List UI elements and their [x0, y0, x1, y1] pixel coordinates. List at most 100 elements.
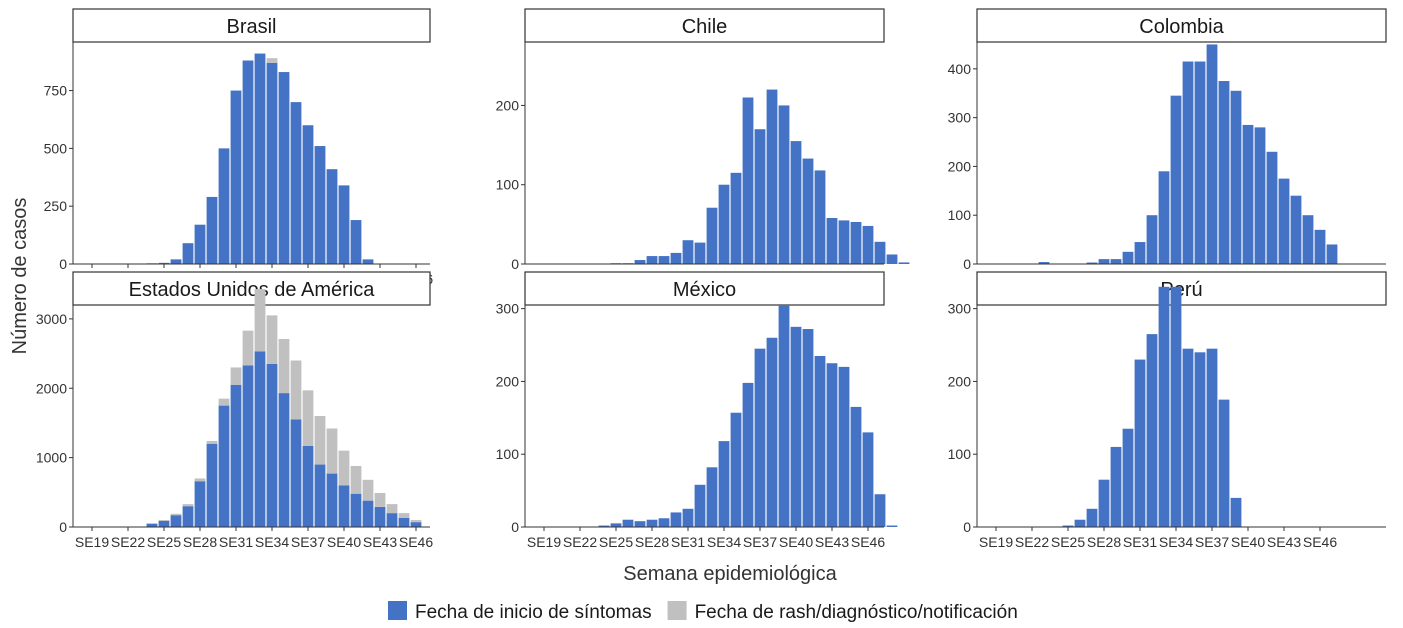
bar-sintomas — [338, 185, 350, 264]
y-tick-label: 300 — [948, 110, 972, 126]
x-tick-label: SE31 — [1123, 534, 1157, 550]
bar-sintomas — [1158, 286, 1170, 527]
bar-rash — [182, 504, 194, 507]
bar-rash — [398, 513, 410, 518]
y-tick-label: 2000 — [36, 380, 67, 396]
bar-sintomas — [278, 72, 290, 264]
x-tick-label: SE19 — [75, 534, 109, 550]
bar-sintomas — [1326, 244, 1338, 264]
y-tick-label: 100 — [496, 446, 520, 462]
bar-sintomas — [338, 485, 350, 527]
legend-item: Fecha de inicio de síntomas — [388, 601, 652, 623]
y-tick-label: 100 — [948, 446, 972, 462]
strip-header — [976, 271, 1387, 306]
bar-sintomas — [610, 523, 622, 527]
bar-sintomas — [1146, 215, 1158, 264]
bar-sintomas — [194, 481, 206, 527]
bar-sintomas — [1194, 352, 1206, 527]
bar-sintomas — [290, 102, 302, 264]
legend-swatch — [388, 601, 407, 620]
y-tick-label: 400 — [948, 61, 972, 77]
bar-sintomas — [838, 366, 850, 527]
x-tick-label: SE19 — [979, 534, 1013, 550]
bar-rash — [386, 504, 398, 514]
bar-rash — [350, 465, 362, 494]
bar-sintomas — [1278, 178, 1290, 264]
panel: Chile 0 100 200 — [496, 8, 910, 272]
bar-sintomas — [230, 384, 242, 527]
bar-sintomas — [766, 89, 778, 264]
bar-sintomas — [706, 467, 718, 527]
x-tick-label: SE22 — [1015, 534, 1049, 550]
bar-sintomas — [706, 207, 718, 264]
x-tick-label: SE37 — [743, 534, 777, 550]
bar-sintomas — [886, 254, 898, 264]
bar-sintomas — [622, 519, 634, 527]
bar-sintomas — [766, 337, 778, 527]
bar-sintomas — [862, 432, 874, 527]
panel: Estados Unidos de América 0 1000 2000 3000 SE… — [36, 271, 433, 550]
bar-sintomas — [1218, 81, 1230, 265]
y-tick-label: 200 — [948, 373, 972, 389]
bar-sintomas — [1134, 242, 1146, 264]
y-tick-label: 100 — [948, 207, 972, 223]
bar-sintomas — [182, 243, 194, 264]
bar-sintomas — [754, 129, 766, 264]
x-tick-label: SE40 — [779, 534, 813, 550]
bar-sintomas — [158, 262, 170, 264]
legend-label: Fecha de rash/diagnóstico/notificación — [695, 602, 1018, 623]
strip-header — [72, 8, 431, 43]
legend-item: Fecha de rash/diagnóstico/notificación — [667, 601, 1018, 623]
bar-sintomas — [1182, 348, 1194, 527]
bar-rash — [314, 416, 326, 465]
bar-sintomas — [778, 105, 790, 264]
y-tick-label: 750 — [44, 83, 68, 99]
bar-rash — [242, 330, 254, 366]
bar-sintomas — [790, 141, 802, 264]
bar-sintomas — [1074, 519, 1086, 527]
bar-sintomas — [1170, 95, 1182, 265]
strip-header — [524, 8, 885, 43]
bar-sintomas — [374, 506, 386, 527]
bar-sintomas — [1122, 428, 1134, 527]
bar-rash — [338, 450, 350, 486]
bar-sintomas — [1218, 399, 1230, 527]
bar-sintomas — [1158, 171, 1170, 264]
bar-sintomas — [1254, 127, 1266, 264]
bar-rash — [278, 338, 290, 394]
bar-sintomas — [802, 329, 814, 527]
y-tick-label: 0 — [963, 256, 971, 272]
bar-sintomas — [742, 97, 754, 264]
x-tick-label: SE28 — [635, 534, 669, 550]
panel-title: México — [673, 279, 736, 301]
y-tick-label: 500 — [44, 140, 68, 156]
bar-sintomas — [1146, 334, 1158, 527]
bar-sintomas — [886, 525, 898, 527]
bar-sintomas — [802, 158, 814, 264]
bar-sintomas — [170, 515, 182, 527]
bar-sintomas — [1086, 508, 1098, 527]
bar-sintomas — [386, 513, 398, 527]
x-tick-label: SE22 — [111, 534, 145, 550]
bar-rash — [206, 440, 218, 444]
bar-sintomas — [158, 520, 170, 527]
bar-sintomas — [350, 493, 362, 527]
bar-rash — [170, 513, 182, 516]
x-tick-label: SE34 — [255, 534, 289, 550]
legend-label: Fecha de inicio de síntomas — [415, 602, 652, 623]
bar-sintomas — [266, 363, 278, 527]
bar-sintomas — [242, 365, 254, 527]
x-tick-label: SE31 — [671, 534, 705, 550]
bar-sintomas — [1242, 124, 1254, 264]
y-tick-label: 0 — [511, 256, 519, 272]
y-tick-label: 0 — [59, 519, 67, 535]
bar-sintomas — [1194, 61, 1206, 265]
y-tick-label: 300 — [948, 301, 972, 317]
x-tick-label: SE37 — [291, 534, 325, 550]
bar-sintomas — [278, 393, 290, 527]
bar-sintomas — [658, 256, 670, 264]
bar-sintomas — [1206, 44, 1218, 264]
bar-sintomas — [658, 518, 670, 527]
